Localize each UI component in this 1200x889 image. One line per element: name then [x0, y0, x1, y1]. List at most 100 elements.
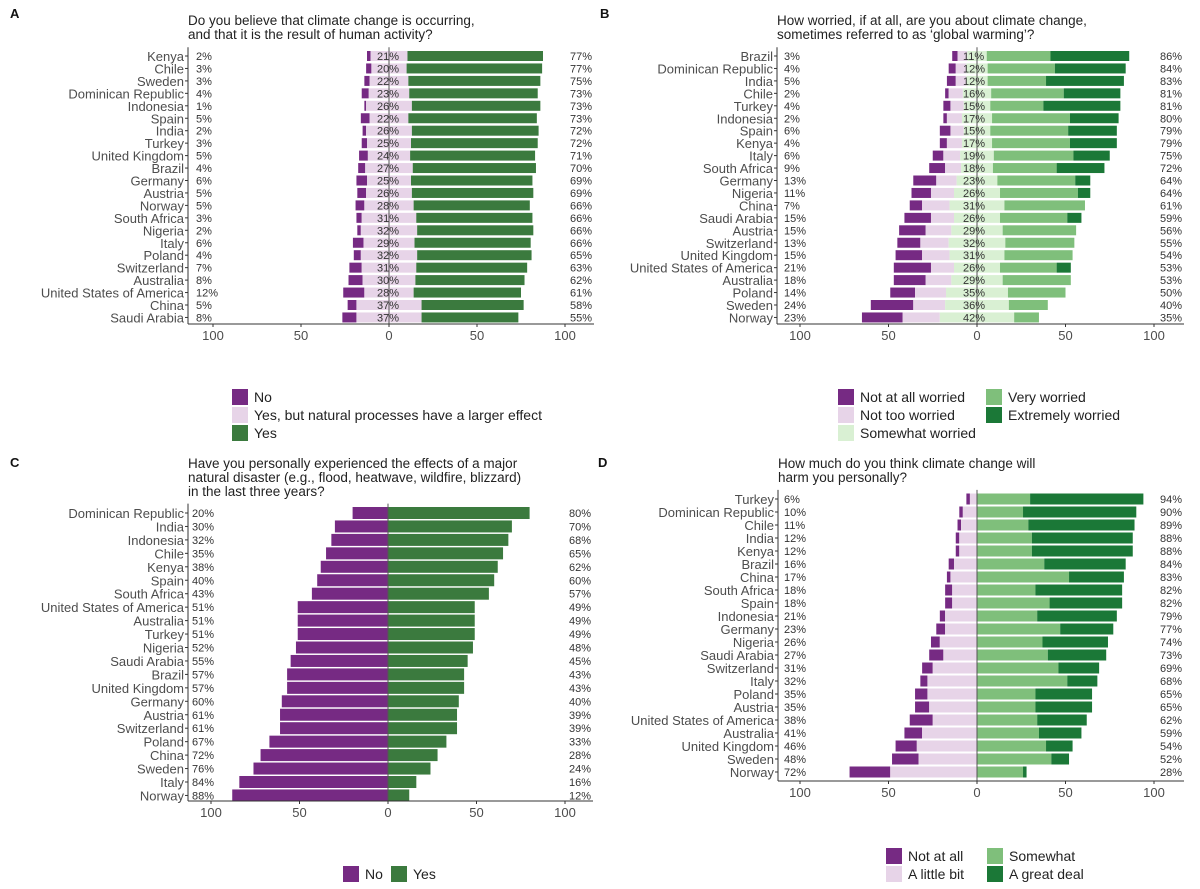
bar-not-at-all [966, 493, 970, 505]
right-value-label: 81% [1160, 101, 1182, 113]
bar-little-bit [932, 662, 977, 674]
bar-very [990, 100, 1044, 111]
bar-not-at-all [911, 187, 931, 198]
right-value-label: 40% [1160, 300, 1182, 312]
bar-yes [388, 776, 417, 788]
x-tick-label: 50 [470, 328, 484, 343]
right-value-label: 54% [1160, 250, 1182, 262]
bar-very [1000, 187, 1078, 198]
right-value-label: 62% [1160, 715, 1182, 727]
category-label: India [156, 519, 185, 534]
bar-great-deal [1046, 740, 1073, 752]
bar-no [361, 138, 367, 149]
category-label: Italy [160, 236, 184, 251]
category-label: Kenya [147, 49, 185, 64]
bar-not-at-all [946, 75, 956, 86]
left-value-label: 18% [784, 585, 806, 597]
legend-label: A great deal [1009, 866, 1084, 882]
bar-somewhat [977, 740, 1047, 752]
right-value-label: 50% [1160, 288, 1182, 300]
category-label: Brazil [741, 557, 774, 572]
bar-yes [388, 749, 438, 762]
right-value-label: 94% [1160, 494, 1182, 506]
category-label: Poland [733, 286, 773, 301]
bar-not-at-all [948, 558, 954, 570]
left-value-label: 6% [784, 126, 800, 138]
legend-label: Very worried [1008, 389, 1086, 405]
category-label: Turkey [145, 627, 185, 642]
legend-label: Somewhat [1009, 848, 1075, 864]
right-value-label: 77% [570, 63, 592, 75]
bar-somewhat [977, 662, 1059, 674]
category-label: Austria [144, 186, 185, 201]
bar-not-at-all [939, 610, 946, 622]
mid-value-label: 19% [963, 151, 985, 163]
bar-not-at-all [893, 262, 931, 273]
bar-yes [388, 735, 447, 748]
bar-yes [415, 275, 525, 286]
mid-value-label: 26% [377, 188, 399, 200]
panel-letter-b: B [600, 6, 609, 21]
bar-extremely [1075, 175, 1091, 186]
mid-value-label: 35% [963, 288, 985, 300]
bar-not-at-all [929, 163, 946, 174]
category-label: Kenya [147, 560, 185, 575]
bar-great-deal [1023, 506, 1137, 518]
bar-not-too [930, 212, 954, 223]
panel-letter-c: C [10, 455, 20, 470]
right-value-label: 65% [569, 548, 591, 560]
bar-no [239, 776, 388, 788]
bar-not-too [950, 100, 964, 111]
legend-swatch [838, 407, 854, 423]
left-value-label: 15% [784, 213, 806, 225]
left-value-label: 3% [196, 213, 212, 225]
right-value-label: 88% [1160, 546, 1182, 558]
bar-yes [388, 722, 458, 735]
right-value-label: 80% [569, 508, 591, 520]
right-value-label: 69% [1160, 663, 1182, 675]
right-value-label: 69% [570, 176, 592, 188]
bar-not-at-all [932, 150, 944, 161]
mid-value-label: 21% [377, 51, 399, 63]
bar-great-deal [1060, 623, 1114, 635]
mid-value-label: 29% [963, 225, 985, 237]
mid-value-label: 22% [377, 113, 399, 125]
legend-swatch [886, 866, 902, 882]
bar-extremely [1056, 262, 1071, 273]
left-value-label: 30% [192, 521, 214, 533]
mid-value-label: 26% [377, 101, 399, 113]
mid-value-label: 25% [377, 138, 399, 150]
right-value-label: 82% [1160, 598, 1182, 610]
right-value-label: 53% [1160, 275, 1182, 287]
right-value-label: 53% [1160, 263, 1182, 275]
right-value-label: 40% [569, 696, 591, 708]
bar-very [986, 51, 1051, 61]
bar-not-too [930, 187, 954, 198]
bar-not-at-all [922, 662, 933, 674]
mid-value-label: 26% [377, 126, 399, 138]
mid-value-label: 24% [377, 151, 399, 163]
category-label: Saudi Arabia [700, 648, 774, 663]
bar-little-bit [961, 519, 977, 531]
category-label: Australia [133, 273, 184, 288]
left-value-label: 20% [192, 508, 214, 520]
bar-little-bit [922, 727, 977, 739]
bar-no [287, 668, 388, 681]
bar-very [1007, 287, 1066, 298]
category-label: India [745, 74, 774, 89]
bar-not-too [920, 237, 949, 248]
bar-not-at-all [929, 649, 944, 661]
legend-swatch [986, 389, 1002, 405]
x-tick-label: 50 [469, 805, 483, 820]
bar-extremely [1069, 113, 1119, 124]
bar-no [357, 187, 367, 198]
mid-value-label: 23% [963, 176, 985, 188]
mid-value-label: 20% [377, 63, 399, 75]
bar-yes [412, 163, 536, 174]
category-label: Kenya [737, 544, 775, 559]
bar-extremely [1068, 125, 1117, 136]
bar-great-deal [1044, 558, 1126, 570]
right-value-label: 90% [1160, 507, 1182, 519]
bar-yes [416, 262, 528, 273]
bar-no [311, 587, 388, 600]
